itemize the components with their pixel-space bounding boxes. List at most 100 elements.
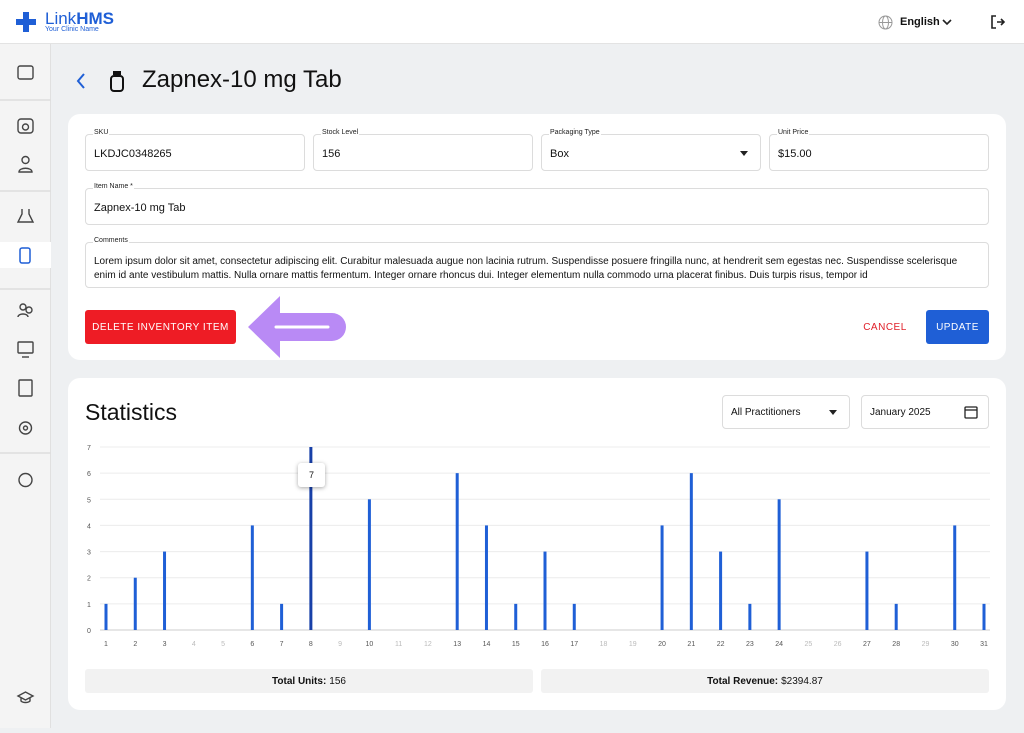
x-tick-label: 5 [221,641,225,648]
field-label: Packaging Type [549,129,601,136]
x-tick-label: 14 [483,641,491,648]
x-tick-label: 20 [658,641,666,648]
bar [163,551,167,630]
back-button[interactable] [76,73,85,89]
y-tick-label: 6 [87,471,91,478]
x-tick-label: 7 [280,641,284,648]
logout-icon[interactable] [990,14,1006,30]
x-tick-label: 1 [104,641,108,648]
y-tick-label: 7 [87,445,91,452]
field-label: SKU [93,129,110,136]
x-tick-label: 10 [366,641,374,648]
field-value: Box [550,148,569,160]
update-button[interactable]: UPDATE [926,310,989,344]
bar [484,525,488,630]
chevron[interactable] [941,17,953,27]
bar [865,551,869,630]
x-tick-label: 17 [570,641,578,648]
total-value: 156 [329,675,346,687]
select-value: All Practitioners [731,407,801,418]
select-value: January 2025 [870,407,931,418]
x-tick-label: 22 [717,641,725,648]
bar [982,603,986,630]
x-tick-label: 25 [805,641,813,648]
bar [719,551,723,630]
bar [104,603,108,630]
bar [660,525,664,630]
x-tick-label: 28 [892,641,900,648]
item-name-field[interactable]: Item Name * Zapnex-10 mg Tab [85,183,989,225]
form-field[interactable]: SKU LKDJC0348265 [85,129,305,171]
x-tick-label: 24 [775,641,783,648]
y-tick-label: 0 [87,628,91,635]
x-tick-label: 21 [687,641,695,648]
field-label: Stock Level [321,129,360,136]
statistics-title: Statistics [85,399,178,425]
bar [748,603,752,630]
y-tick-label: 2 [87,576,91,583]
bar [514,603,518,630]
field-value: LKDJC0348265 [94,148,172,160]
form-field[interactable]: Unit Price $15.00 [769,129,989,171]
language[interactable]: English [900,16,940,28]
total-units: Total Units: 156 [85,669,533,693]
bar [133,577,137,630]
cancel-button[interactable]: CANCEL [863,321,907,333]
field-label: Unit Price [777,129,810,136]
brand-name: Link [45,9,77,28]
total-label: Total Revenue: [707,675,779,687]
x-tick-label: 12 [424,641,432,648]
practitioner-select[interactable]: All Practitioners [722,395,850,429]
comments-field[interactable]: Comments Lorem ipsum dolor sit amet, cons… [85,237,989,288]
bar [455,473,459,630]
x-tick-label: 15 [512,641,520,648]
bar [309,447,313,630]
x-tick-label: 2 [133,641,137,648]
header: LinkHMS Your Clinic Name English [0,0,1024,44]
bar [894,603,898,630]
globe-icon [878,15,893,30]
y-tick-label: 1 [87,602,91,609]
title-icons [76,71,124,92]
x-tick-label: 27 [863,641,871,648]
field-value: $15.00 [778,148,812,160]
total-revenue: Total Revenue: $2394.87 [541,669,989,693]
y-tick-label: 4 [87,523,91,530]
bar [777,499,781,630]
x-tick-label: 13 [453,641,461,648]
x-tick-label: 6 [250,641,254,648]
form-field[interactable]: Packaging Type Box [541,129,761,171]
y-tick-label: 5 [87,497,91,504]
logo [16,12,36,32]
tooltip: 7 [298,463,325,487]
x-tick-label: 29 [922,641,930,648]
brand-suffix: HMS [76,9,114,28]
dropdown-arrow [740,151,748,156]
x-tick-label: 30 [951,641,959,648]
x-tick-label: 31 [980,641,988,648]
sidebar-icons [0,65,51,704]
field-value: Lorem ipsum dolor sit amet, consectetur … [94,256,958,281]
x-tick-label: 16 [541,641,549,648]
x-tick-label: 11 [395,641,402,648]
month-select[interactable]: January 2025 [861,395,989,429]
x-tick-label: 8 [309,641,313,648]
form-field[interactable]: Stock Level 156 [313,129,533,171]
arrow-annotation [248,296,346,358]
total-value: $2394.87 [781,675,823,687]
bar [280,603,284,630]
x-tick-label: 3 [163,641,167,648]
x-tick-label: 23 [746,641,754,648]
bar [250,525,254,630]
bar [689,473,693,630]
x-tick-label: 18 [600,641,608,648]
bar [367,499,371,630]
y-tick-label: 3 [87,550,91,557]
delete-button[interactable]: DELETE INVENTORY ITEM [85,310,236,344]
x-tick-label: 9 [338,641,342,648]
sidebar [0,44,51,728]
tagline: Your Clinic Name [45,26,99,33]
bar [543,551,547,630]
